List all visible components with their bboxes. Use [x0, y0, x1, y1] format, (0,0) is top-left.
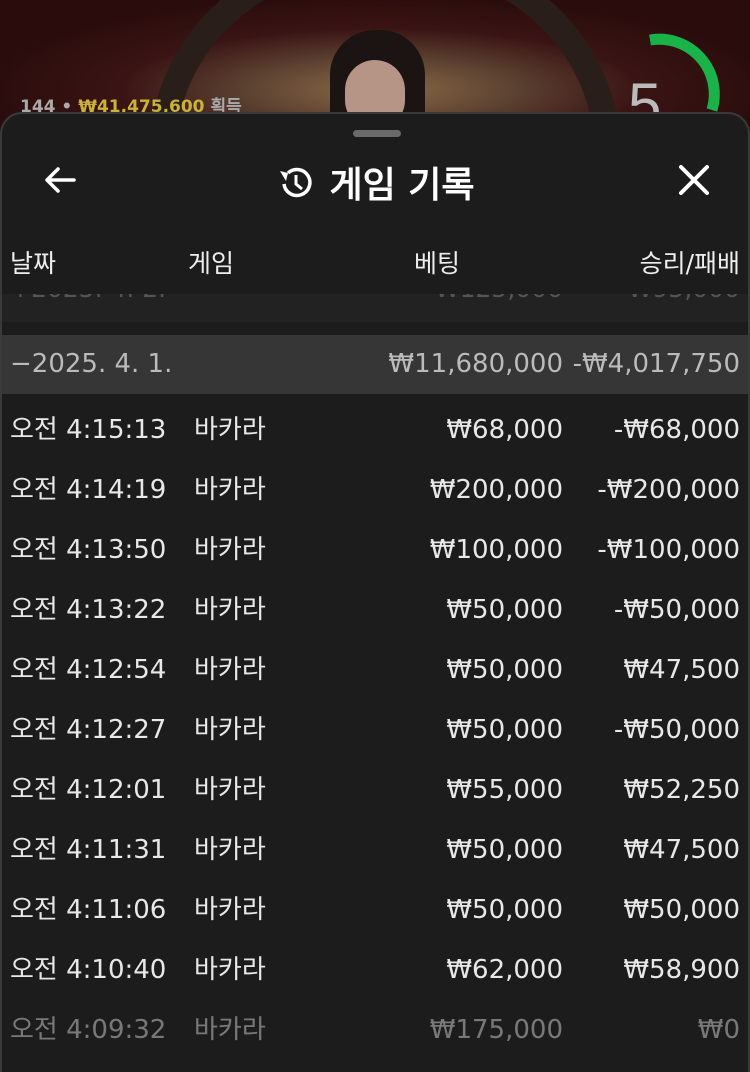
- column-result: 승리/패배: [639, 249, 740, 278]
- table-row[interactable]: 오전 4:13:50 바카라 ₩100,000 -₩100,000: [2, 520, 748, 580]
- row-bet: ₩62,000: [446, 955, 563, 985]
- row-result: ₩58,900: [623, 955, 740, 985]
- row-game: 바카라: [194, 475, 266, 505]
- close-icon: [679, 165, 709, 195]
- table-row[interactable]: 오전 4:15:13 바카라 ₩68,000 -₩68,000: [2, 400, 748, 460]
- row-bet: ₩100,000: [429, 535, 563, 565]
- history-list[interactable]: +2025. 4. 2. ₩125,000 ₩95,000 −2025. 4. …: [2, 294, 748, 1072]
- table-row[interactable]: 오전 4:11:06 바카라 ₩50,000 ₩50,000: [2, 880, 748, 940]
- row-time: 오전 4:12:01: [10, 775, 167, 805]
- row-bet: ₩50,000: [446, 595, 563, 625]
- row-game: 바카라: [194, 895, 266, 925]
- group-bet: ₩125,000: [435, 294, 563, 303]
- date-group-header[interactable]: −2025. 4. 1. ₩11,680,000 -₩4,017,750: [2, 335, 748, 394]
- table-row[interactable]: 오전 4:11:31 바카라 ₩50,000 ₩47,500: [2, 820, 748, 880]
- row-game: 바카라: [194, 535, 266, 565]
- row-result: ₩0: [697, 1015, 740, 1045]
- row-game: 바카라: [194, 955, 266, 985]
- close-button[interactable]: [674, 160, 714, 200]
- row-time: 오전 4:11:31: [10, 835, 167, 865]
- table-row[interactable]: 오전 4:14:19 바카라 ₩200,000 -₩200,000: [2, 460, 748, 520]
- column-date: 날짜: [10, 249, 57, 278]
- group-date: +2025. 4. 2.: [10, 294, 166, 303]
- row-bet: ₩200,000: [429, 475, 563, 505]
- row-result: ₩52,250: [623, 775, 740, 805]
- arrow-left-icon: [45, 167, 76, 193]
- row-bet: ₩50,000: [446, 835, 563, 865]
- drag-handle[interactable]: [353, 130, 401, 137]
- group-date: −2025. 4. 1.: [10, 349, 173, 379]
- row-result: -₩50,000: [613, 715, 740, 745]
- row-time: 오전 4:14:19: [10, 475, 167, 505]
- row-bet: ₩50,000: [446, 895, 563, 925]
- row-game: 바카라: [194, 835, 266, 865]
- row-time: 오전 4:12:54: [10, 655, 167, 685]
- row-game: 바카라: [194, 715, 266, 745]
- row-game: 바카라: [194, 1015, 266, 1045]
- row-time: 오전 4:15:13: [10, 415, 167, 445]
- row-time: 오전 4:09:32: [10, 1015, 167, 1045]
- sheet-header: 게임 기록: [2, 154, 748, 206]
- person-icon: •: [61, 97, 73, 117]
- row-game: 바카라: [194, 775, 266, 805]
- row-bet: ₩175,000: [429, 1015, 563, 1045]
- row-time: 오전 4:12:27: [10, 715, 167, 745]
- page-title: 게임 기록: [2, 156, 748, 208]
- date-group-previous[interactable]: +2025. 4. 2. ₩125,000 ₩95,000: [2, 294, 748, 322]
- column-game: 게임: [188, 249, 235, 278]
- row-time: 오전 4:11:06: [10, 895, 167, 925]
- game-history-sheet: 게임 기록 날짜 게임 베팅 승리/패배 +2025. 4. 2. ₩125,0…: [0, 112, 750, 1072]
- title-text: 게임 기록: [329, 165, 475, 206]
- row-result: ₩47,500: [623, 835, 740, 865]
- row-game: 바카라: [194, 595, 266, 625]
- row-bet: ₩68,000: [446, 415, 563, 445]
- row-time: 오전 4:13:22: [10, 595, 167, 625]
- group-result: -₩4,017,750: [572, 349, 740, 379]
- table-row[interactable]: 오전 4:10:40 바카라 ₩62,000 ₩58,900: [2, 940, 748, 1000]
- row-game: 바카라: [194, 655, 266, 685]
- row-game: 바카라: [194, 415, 266, 445]
- row-result: ₩47,500: [623, 655, 740, 685]
- row-bet: ₩50,000: [446, 655, 563, 685]
- live-video-background: 144 • ₩41,475,600 획득 5: [0, 0, 750, 130]
- group-bet: ₩11,680,000: [388, 349, 563, 379]
- row-bet: ₩50,000: [446, 715, 563, 745]
- table-header: 날짜 게임 베팅 승리/패배: [2, 244, 748, 284]
- timer-ring-icon: [649, 33, 720, 112]
- row-time: 오전 4:13:50: [10, 535, 167, 565]
- row-time: 오전 4:10:40: [10, 955, 167, 985]
- history-icon: [280, 167, 313, 198]
- row-bet: ₩55,000: [446, 775, 563, 805]
- row-result: -₩200,000: [597, 475, 740, 505]
- table-row[interactable]: 오전 4:09:32 바카라 ₩175,000 ₩0: [2, 1000, 748, 1060]
- row-result: -₩68,000: [613, 415, 740, 445]
- row-result: ₩50,000: [623, 895, 740, 925]
- table-row[interactable]: 오전 4:12:54 바카라 ₩50,000 ₩47,500: [2, 640, 748, 700]
- back-button[interactable]: [40, 160, 80, 200]
- group-result: ₩95,000: [628, 294, 740, 303]
- row-result: -₩100,000: [597, 535, 740, 565]
- table-row[interactable]: 오전 4:12:27 바카라 ₩50,000 -₩50,000: [2, 700, 748, 760]
- column-bet: 베팅: [414, 249, 461, 278]
- table-row[interactable]: 오전 4:12:01 바카라 ₩55,000 ₩52,250: [2, 760, 748, 820]
- table-row[interactable]: 오전 4:13:22 바카라 ₩50,000 -₩50,000: [2, 580, 748, 640]
- row-result: -₩50,000: [613, 595, 740, 625]
